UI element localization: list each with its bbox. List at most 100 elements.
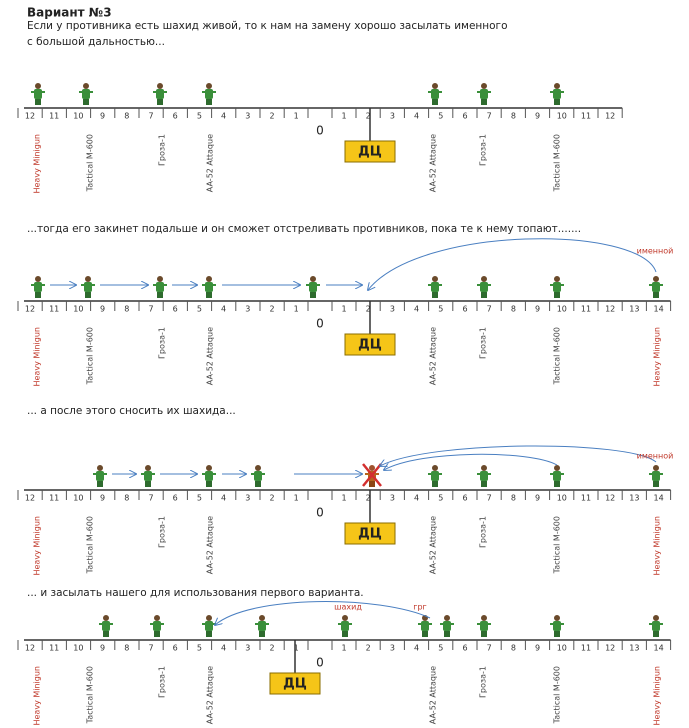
scale-number: 6 bbox=[462, 494, 467, 503]
scale-number: 11 bbox=[49, 644, 59, 653]
blank-box bbox=[296, 331, 344, 351]
dc-box bbox=[344, 333, 396, 356]
soldier-head bbox=[206, 83, 212, 89]
soldier-head bbox=[255, 465, 261, 471]
soldier-legs bbox=[259, 631, 265, 637]
soldier-body bbox=[421, 621, 429, 631]
soldier-body bbox=[84, 282, 92, 292]
soldier-icon bbox=[306, 276, 320, 298]
soldier-head bbox=[35, 83, 41, 89]
dc-box bbox=[344, 140, 396, 163]
soldier-icon bbox=[141, 465, 155, 487]
scale-number: 1 bbox=[341, 494, 346, 503]
soldier-head bbox=[444, 615, 450, 621]
scale-number: 7 bbox=[487, 494, 492, 503]
soldier-body bbox=[431, 471, 439, 481]
soldier-legs bbox=[157, 99, 163, 105]
soldier-body bbox=[156, 89, 164, 99]
scale-number: 13 bbox=[629, 305, 639, 314]
scale-number: 10 bbox=[557, 112, 567, 121]
scale-number: 4 bbox=[414, 644, 419, 653]
soldier-legs bbox=[481, 481, 487, 487]
soldier-icon bbox=[79, 83, 93, 105]
soldier-legs bbox=[35, 99, 41, 105]
dc-box bbox=[344, 522, 396, 545]
unit-label: AA-52 Attaque bbox=[206, 666, 215, 724]
soldier-icon bbox=[428, 83, 442, 105]
soldier-icon bbox=[440, 615, 454, 637]
scale-number: 6 bbox=[173, 644, 178, 653]
scale-number: 4 bbox=[414, 494, 419, 503]
scale-number: 7 bbox=[148, 305, 153, 314]
soldier-body bbox=[82, 89, 90, 99]
soldier-icon bbox=[550, 615, 564, 637]
soldier-legs bbox=[145, 481, 151, 487]
soldier-icon bbox=[477, 615, 491, 637]
unit-label: Heavy Minigun bbox=[33, 516, 42, 576]
note: шахид bbox=[334, 603, 362, 612]
scale-number: 2 bbox=[269, 305, 274, 314]
soldier-body bbox=[480, 282, 488, 292]
unit-label: Heavy Minigun bbox=[33, 666, 42, 726]
soldier-head bbox=[369, 465, 375, 471]
soldier-icon bbox=[31, 276, 45, 298]
scale-number: 7 bbox=[487, 644, 492, 653]
soldier-legs bbox=[342, 631, 348, 637]
arc-arrow bbox=[368, 238, 657, 290]
soldier-legs bbox=[206, 631, 212, 637]
soldier-icon bbox=[477, 276, 491, 298]
soldier-legs bbox=[97, 481, 103, 487]
soldier-legs bbox=[35, 292, 41, 298]
soldier-icon bbox=[649, 615, 663, 637]
scale-number: 14 bbox=[654, 494, 664, 503]
blank-box bbox=[296, 520, 344, 540]
soldier-legs bbox=[554, 631, 560, 637]
scale-number: 5 bbox=[197, 644, 202, 653]
soldier-legs bbox=[653, 292, 659, 298]
scale-number: 1 bbox=[341, 305, 346, 314]
scale-number: 3 bbox=[245, 305, 250, 314]
soldier-legs bbox=[554, 292, 560, 298]
soldier-icon bbox=[99, 615, 113, 637]
soldier-head bbox=[35, 276, 41, 282]
scale-number: 8 bbox=[124, 112, 129, 121]
soldier-icon bbox=[428, 276, 442, 298]
soldier-legs bbox=[554, 481, 560, 487]
soldier-body bbox=[156, 282, 164, 292]
soldier-legs bbox=[481, 99, 487, 105]
soldier-icon bbox=[153, 83, 167, 105]
scale-number: 12 bbox=[25, 112, 35, 121]
scale-number: 10 bbox=[557, 644, 567, 653]
scale-number: 10 bbox=[73, 305, 83, 314]
scale-number: 2 bbox=[269, 112, 274, 121]
soldier-legs bbox=[103, 631, 109, 637]
soldier-legs bbox=[310, 292, 316, 298]
soldier-legs bbox=[432, 99, 438, 105]
soldier-legs bbox=[85, 292, 91, 298]
scale-number: 12 bbox=[25, 305, 35, 314]
soldier-icon bbox=[649, 276, 663, 298]
unit-label: Tactical M-600 bbox=[553, 327, 562, 385]
soldier-body bbox=[553, 89, 561, 99]
soldier-body bbox=[34, 282, 42, 292]
note: именной bbox=[637, 452, 674, 461]
scale-number: 11 bbox=[581, 305, 591, 314]
scale-number: 8 bbox=[124, 644, 129, 653]
soldier-head bbox=[206, 615, 212, 621]
soldier-body bbox=[553, 621, 561, 631]
unit-label: Tactical M-600 bbox=[86, 666, 95, 724]
unit-label: AA-52 Attaque bbox=[429, 666, 438, 724]
soldier-icon bbox=[477, 465, 491, 487]
scale-number: 9 bbox=[100, 112, 105, 121]
scale-number: 2 bbox=[269, 644, 274, 653]
unit-label: Гроза-1 bbox=[479, 134, 488, 166]
soldier-icon bbox=[81, 276, 95, 298]
scale-number: 1 bbox=[341, 112, 346, 121]
blank-box bbox=[221, 670, 269, 690]
scale-number: 3 bbox=[245, 644, 250, 653]
scale-number: 3 bbox=[245, 494, 250, 503]
soldier-icon bbox=[251, 465, 265, 487]
soldier-icon bbox=[550, 83, 564, 105]
unit-label: Heavy Minigun bbox=[33, 327, 42, 387]
